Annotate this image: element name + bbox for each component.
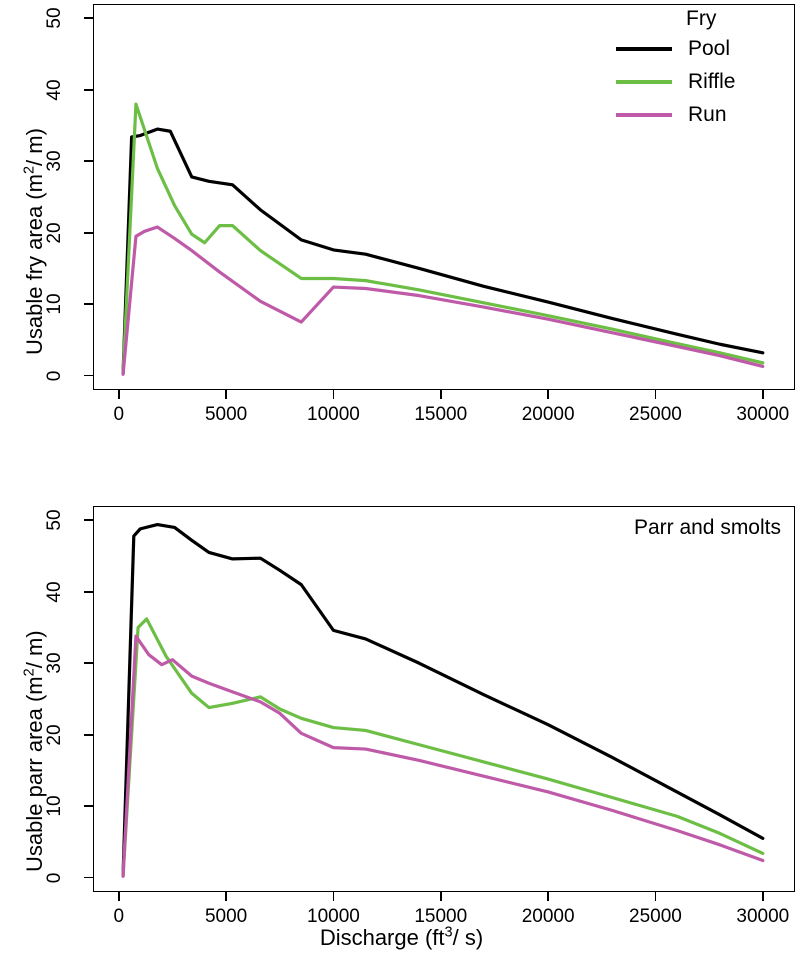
y-tick-mark: [84, 662, 93, 665]
y-tick-label: 50: [44, 7, 65, 29]
chart-canvas-parr: [121, 522, 765, 878]
x-tick-label: 5000: [204, 906, 248, 927]
legend-swatch-riffle: [616, 79, 672, 84]
series-line-pool: [121, 127, 765, 376]
plot-frame-fry: [93, 4, 795, 390]
legend-swatch-run: [616, 112, 672, 117]
x-tick-label: 20000: [521, 906, 575, 927]
y-tick-mark: [84, 733, 93, 736]
y-axis-label-parr-pre: Usable parr area (m: [22, 676, 47, 872]
x-axis-label-post: / s): [452, 925, 484, 950]
legend-swatch-pool: [616, 46, 672, 51]
y-tick-label: 20: [44, 724, 65, 746]
y-axis-label-fry-sup: 2: [21, 165, 38, 175]
legend-item-riffle[interactable]: Riffle: [612, 65, 792, 98]
y-tick-label: 50: [44, 509, 65, 531]
y-tick-mark: [84, 519, 93, 522]
chart-canvas-fry: [121, 102, 765, 376]
x-tick-label: 0: [113, 404, 125, 425]
x-tick-mark: [761, 390, 764, 399]
x-tick-label: 15000: [414, 404, 468, 425]
y-tick-label: 0: [44, 872, 65, 883]
y-tick-label: 30: [44, 652, 65, 674]
y-tick-mark: [84, 303, 93, 306]
series-line-riffle: [121, 102, 765, 376]
legend-item-run[interactable]: Run: [612, 98, 792, 131]
legend-item-pool[interactable]: Pool: [612, 32, 792, 65]
y-tick-mark: [84, 231, 93, 234]
y-axis-label-fry-pre: Usable fry area (m: [22, 174, 47, 355]
legend-title: Fry: [686, 7, 717, 30]
series-line-pool: [121, 522, 765, 878]
x-tick-label: 30000: [736, 404, 790, 425]
x-tick-label: 10000: [307, 906, 360, 927]
x-axis-label-pre: Discharge (ft: [319, 925, 445, 950]
x-tick-label: 20000: [521, 404, 575, 425]
y-tick-mark: [84, 17, 93, 20]
legend: Fry Pool Riffle Run: [612, 6, 792, 131]
series-line-riffle: [121, 617, 765, 878]
x-tick-label: 0: [113, 906, 125, 927]
x-axis-label-sup: 3: [444, 924, 453, 941]
y-axis-label-parr-sup: 2: [21, 668, 38, 677]
y-tick-label: 10: [44, 795, 65, 817]
x-tick-mark: [225, 892, 227, 901]
panel-annotation-parr: Parr and smolts: [633, 516, 781, 539]
x-tick-mark: [439, 390, 442, 399]
x-tick-mark: [547, 390, 549, 399]
panel-parr: Usable parr area (m2/ m) 0 10 20 30 40 50 0 50…: [0, 480, 803, 961]
x-tick-mark: [761, 892, 764, 901]
y-tick-label: 10: [44, 293, 65, 315]
x-tick-label: 5000: [204, 404, 248, 425]
x-tick-mark: [332, 390, 335, 399]
y-tick-label: 20: [44, 222, 65, 244]
x-tick-label: 25000: [629, 404, 682, 425]
y-tick-label: 40: [44, 79, 65, 101]
y-tick-mark: [84, 88, 93, 91]
series-line-run: [121, 225, 765, 376]
legend-label-riffle: Riffle: [688, 70, 736, 93]
panel-fry: Usable fry area (m2/ m) 0 10 20 30 40 50 0 500…: [0, 0, 803, 470]
y-tick-mark: [84, 590, 93, 593]
plot-frame-parr: [93, 506, 795, 892]
x-tick-label: 15000: [414, 906, 468, 927]
x-tick-mark: [117, 390, 120, 399]
x-tick-mark: [117, 892, 120, 901]
x-tick-label: 10000: [307, 404, 360, 425]
y-tick-label: 40: [44, 581, 65, 603]
series-line-run: [121, 634, 765, 878]
x-tick-mark: [439, 892, 442, 901]
y-tick-label: 0: [44, 370, 65, 381]
y-tick-mark: [84, 160, 93, 163]
y-tick-mark: [84, 805, 93, 808]
y-tick-mark: [84, 876, 93, 879]
x-tick-mark: [654, 892, 657, 901]
legend-label-run: Run: [688, 103, 727, 126]
x-axis-label: Discharge (ft3/ s): [0, 925, 803, 951]
y-tick-mark: [84, 374, 93, 377]
legend-label-pool: Pool: [688, 37, 731, 60]
x-tick-mark: [654, 390, 657, 399]
x-tick-mark: [225, 390, 227, 399]
x-tick-mark: [332, 892, 335, 901]
y-tick-label: 30: [44, 150, 65, 172]
x-tick-mark: [547, 892, 549, 901]
x-tick-label: 30000: [736, 906, 790, 927]
x-tick-label: 25000: [629, 906, 682, 927]
